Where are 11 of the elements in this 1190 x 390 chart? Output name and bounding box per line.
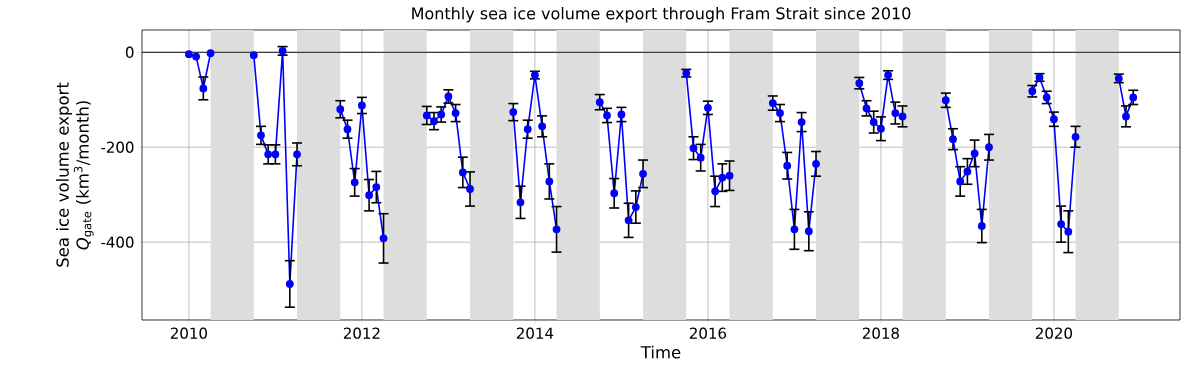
x-tick-label: 2012 <box>343 327 380 339</box>
y-tick-label: -200 <box>101 141 134 153</box>
x-tick-label: 2010 <box>170 327 207 339</box>
x-tick-label: 2016 <box>689 327 727 339</box>
x-axis-title: Time <box>640 345 681 359</box>
y-tick-label: 0 <box>125 46 134 58</box>
chart-title: Monthly sea ice volume export through Fram Strait since 2010 <box>412 7 911 23</box>
y-tick-label: -400 <box>101 236 134 248</box>
x-tick-label: 2018 <box>862 327 899 339</box>
x-tick-label: 2014 <box>516 327 554 339</box>
x-tick-label: 2020 <box>1035 327 1072 339</box>
